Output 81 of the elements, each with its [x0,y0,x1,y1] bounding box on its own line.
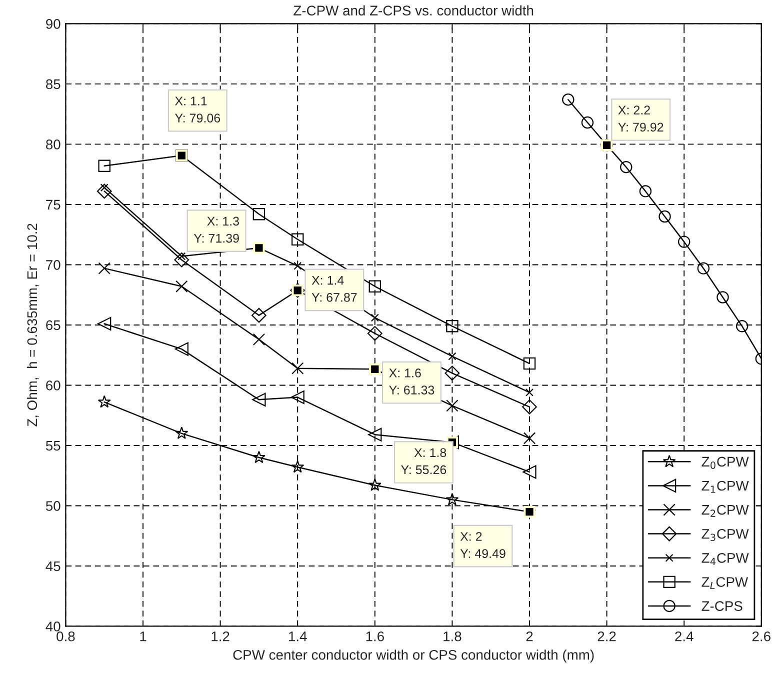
y-tick-label: 40 [46,622,60,632]
y-tick-label: 65 [46,320,60,330]
point [252,450,266,464]
point [368,280,382,293]
point [448,352,456,360]
point [522,465,536,479]
y-tick-label: 90 [46,19,60,29]
y-tick-label: 50 [46,501,60,511]
point [678,236,690,248]
y-tick-label: 80 [46,140,60,150]
legend-label: Z-CPS [702,601,742,611]
annotation: X: 1.4 Y: 67.87 [312,276,357,302]
x-tick-label: 1.4 [289,632,307,642]
point [446,320,458,332]
point [291,362,304,374]
point [370,314,379,322]
point [252,308,266,323]
point [98,395,111,408]
legend-label: Z$_{3}$CPW [702,528,749,542]
legend-label: Z$_{L}$CPW [702,577,748,590]
annotation: X: 1.6 Y: 61.33 [389,368,434,394]
point [98,316,112,331]
annotation: X: 2.2 Y: 79.92 [618,106,664,132]
y-tick-label: 70 [46,260,60,270]
x-tick-label: 2.4 [675,631,694,642]
point [290,390,304,404]
y-tick-label: 85 [46,79,60,90]
legend-label: Z$_{2}$CPW [702,504,749,517]
point [252,208,266,220]
point [368,428,382,442]
point [736,320,748,332]
x-tick-label: 2 [526,631,533,642]
point [98,160,110,172]
point [658,210,671,223]
point [525,388,534,396]
point [174,342,188,356]
y-tick-label: 60 [46,380,60,390]
point [96,184,112,199]
x-axis-title: CPW center conductor width or CPS conductor width (mm) [233,650,594,663]
y-tick-label: 55 [46,440,60,451]
point [620,160,632,174]
point [252,392,266,406]
point [639,185,652,198]
x-tick-label: 0.8 [56,631,75,642]
point [581,116,594,129]
legend-label: Z$_{1}$CPW [702,480,749,493]
legend-label: Z$_{4}$CPW [702,553,749,565]
point [444,366,460,381]
point [291,460,304,473]
chart-title: Z-CPW and Z-CPS vs. conductor width [294,5,534,16]
annotation: X: 1.3 Y: 71.39 [194,216,239,243]
annotation: X: 1.1 Y: 79.06 [174,96,220,122]
point [522,399,537,414]
point [291,233,304,246]
point [98,262,110,274]
point [716,291,729,304]
y-tick-label: 45 [46,561,60,572]
x-tick-label: 2.6 [752,631,770,642]
y-axis-title: Z, Ohm, h = 0.635mm, Er = 10.2 [26,224,39,426]
x-tick-label: 1.6 [366,631,384,642]
annotation: X: 2 Y: 49.49 [460,532,506,558]
y-tick-label: 75 [46,200,60,210]
x-tick-label: 1 [140,632,146,642]
point [174,252,190,268]
x-tick-label: 2.2 [598,631,616,642]
point [367,326,382,341]
point [446,492,459,506]
point [446,400,458,412]
x-tick-label: 1.8 [444,631,462,642]
point [294,262,302,270]
point [523,432,536,444]
point [368,478,382,491]
point [252,333,266,346]
point [523,357,536,370]
x-tick-label: 1.2 [212,631,230,642]
legend-label: Z$_{0}$CPW [702,456,749,469]
point [176,280,188,293]
point [562,94,574,106]
point [175,426,188,440]
annotation: X: 1.8 Y: 55.26 [401,448,446,474]
point [697,262,710,274]
